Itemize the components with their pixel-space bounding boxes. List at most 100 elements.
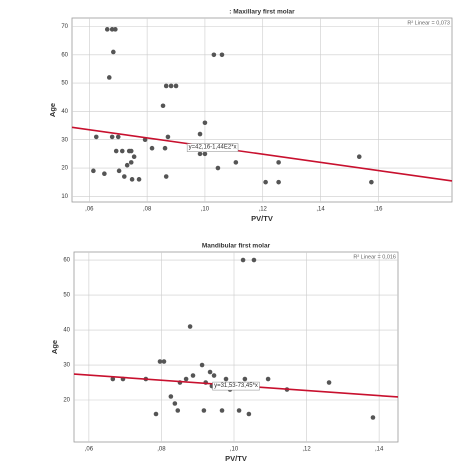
x-tick-label: ,12 — [302, 447, 311, 453]
point — [207, 369, 213, 375]
y-tick-label: 30 — [63, 363, 70, 369]
point — [219, 52, 225, 58]
fit-line — [71, 126, 453, 182]
chart-title: Mandibular first molar — [202, 243, 271, 250]
point — [172, 401, 178, 406]
point — [149, 145, 155, 151]
x-tick-label: ,08 — [157, 447, 166, 453]
point — [106, 75, 112, 80]
point — [168, 394, 174, 399]
point — [136, 177, 142, 182]
point — [116, 168, 122, 174]
point — [91, 168, 96, 174]
y-tick-label: 40 — [63, 328, 70, 334]
r2-label: R² Linear = 0,073 — [407, 20, 450, 26]
point — [187, 324, 193, 329]
point — [113, 27, 118, 32]
y-tick-label: 20 — [63, 398, 70, 404]
point — [110, 376, 116, 382]
x-tick-label: ,14 — [316, 207, 325, 213]
point — [129, 177, 135, 182]
point — [211, 373, 217, 378]
y-tick-label: 70 — [61, 24, 68, 30]
y-tick-label: 40 — [61, 109, 68, 115]
point — [109, 134, 115, 140]
point — [128, 160, 134, 165]
y-tick-label: 30 — [61, 137, 68, 143]
point — [113, 148, 119, 154]
x-tick-label: ,06 — [85, 447, 94, 453]
plot-area — [71, 17, 453, 203]
point — [215, 165, 221, 171]
point — [223, 376, 229, 382]
x-axis-label: PV/TV — [251, 214, 273, 223]
point — [163, 174, 169, 179]
point — [197, 131, 203, 137]
point — [202, 120, 208, 126]
plot-area — [73, 251, 399, 443]
x-tick-label: ,12 — [259, 207, 268, 213]
point — [370, 415, 376, 420]
point — [153, 411, 159, 417]
y-tick-label: 50 — [61, 81, 68, 87]
y-tick-label: 50 — [63, 293, 70, 299]
point — [128, 148, 134, 154]
point — [102, 171, 107, 176]
x-tick-label: ,10 — [201, 207, 210, 213]
point — [219, 408, 225, 413]
x-axis-label: PV/TV — [225, 454, 247, 463]
fit-equation: y=31,53-73,45*x — [214, 383, 258, 389]
point — [265, 376, 271, 382]
point — [201, 408, 207, 413]
fit-equation-box — [186, 143, 239, 152]
point — [197, 151, 203, 157]
x-tick-label: ,08 — [143, 207, 152, 213]
point — [183, 376, 189, 382]
point — [356, 154, 362, 160]
point — [276, 160, 281, 165]
point — [202, 151, 208, 157]
point — [251, 257, 257, 263]
point — [93, 134, 99, 140]
point — [111, 49, 116, 55]
point — [326, 380, 332, 385]
point — [175, 408, 181, 413]
point — [242, 376, 248, 382]
point — [162, 145, 168, 151]
point — [173, 83, 179, 89]
point — [160, 103, 166, 109]
point — [163, 83, 169, 89]
point — [165, 134, 171, 140]
y-tick-label: 60 — [61, 52, 68, 58]
point — [161, 359, 167, 364]
chart-title: : Maxillary first molar — [229, 9, 295, 16]
r2-label: R² Linear = 0,016 — [353, 254, 396, 260]
point — [104, 27, 110, 32]
point — [236, 408, 242, 413]
x-tick-label: ,14 — [375, 447, 384, 453]
point — [122, 174, 127, 179]
point — [168, 83, 174, 89]
x-tick-label: ,10 — [230, 447, 239, 453]
x-tick-label: ,06 — [85, 207, 94, 213]
point — [190, 373, 196, 378]
point — [199, 362, 205, 368]
point — [246, 411, 252, 417]
y-tick-label: 60 — [63, 258, 70, 264]
y-axis-label: Age — [48, 103, 57, 117]
point — [369, 179, 374, 185]
fit-equation: y=42,16-1,44E2*x — [189, 145, 237, 151]
point — [109, 27, 115, 32]
y-tick-label: 20 — [61, 166, 68, 172]
point — [131, 154, 137, 160]
y-axis-label: Age — [50, 340, 59, 354]
y-tick-label: 10 — [61, 194, 68, 200]
point — [211, 52, 217, 58]
point — [124, 162, 130, 168]
point — [263, 179, 268, 185]
point — [157, 359, 163, 364]
point — [276, 179, 281, 185]
fit-equation-box — [212, 381, 260, 391]
x-tick-label: ,16 — [374, 207, 383, 213]
